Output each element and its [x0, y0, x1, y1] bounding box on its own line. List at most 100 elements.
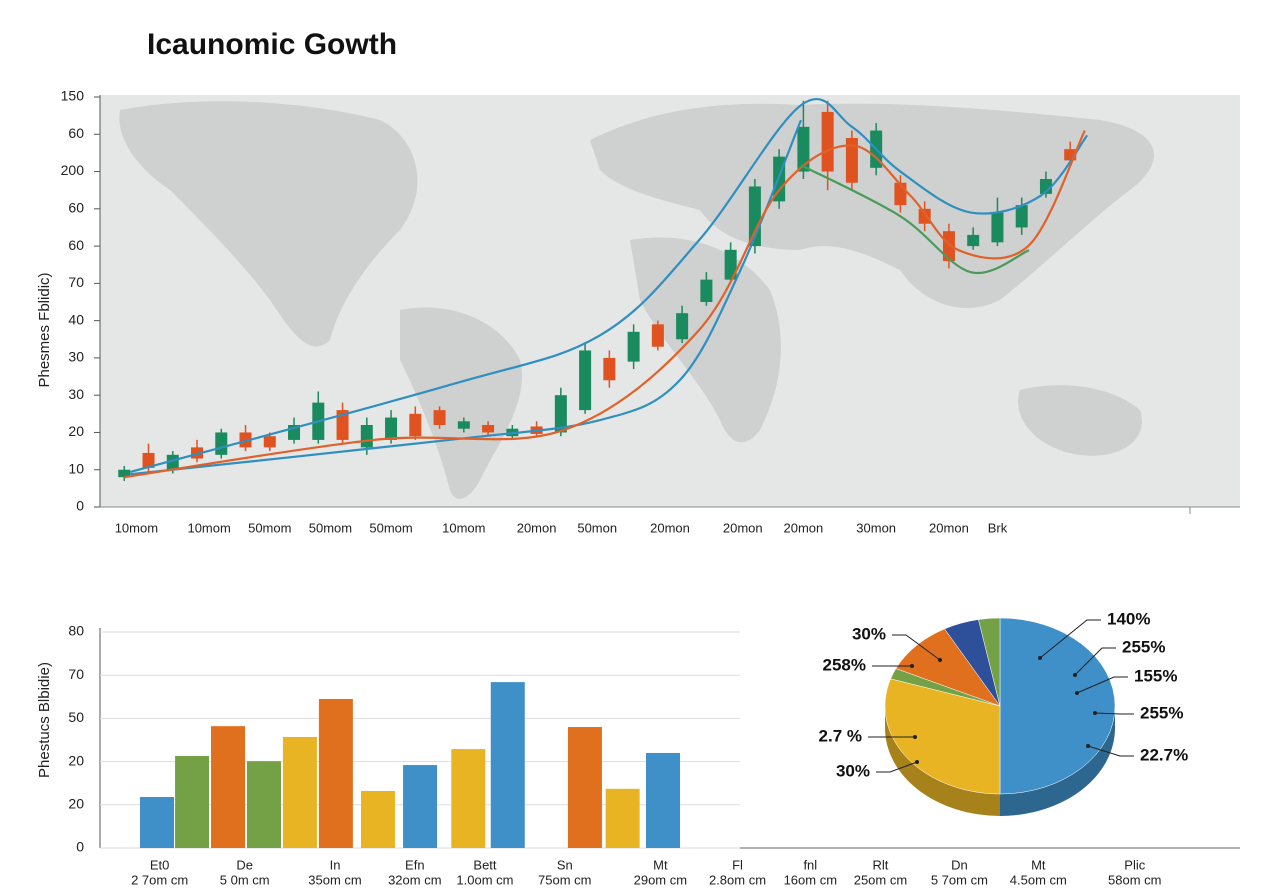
x-tick-label: Et0: [150, 857, 170, 872]
x-tick-label: De: [236, 857, 253, 872]
x-tick-label: Bett: [473, 857, 497, 872]
x-tick-sublabel: 29om cm: [634, 872, 687, 887]
x-tick-label: Brk: [988, 520, 1008, 535]
candle-body: [118, 469, 131, 478]
callout-dot: [913, 735, 917, 739]
bar: [490, 682, 525, 848]
pie-slice: [978, 617, 1001, 707]
y-tick-label: 0: [76, 498, 84, 514]
callout-dot: [915, 760, 919, 764]
callout-label: 30%: [836, 761, 870, 780]
x-tick-label: 50mon: [577, 520, 617, 535]
y-tick-label: 60: [68, 237, 84, 253]
x-tick-sublabel: 2.8om cm: [709, 872, 766, 887]
y-tick-label: 80: [68, 623, 84, 639]
x-tick-sublabel: 25om cm: [854, 872, 907, 887]
candle-body: [385, 417, 398, 440]
x-tick-sublabel: 32om cm: [388, 872, 441, 887]
x-tick-label: 20mon: [723, 520, 763, 535]
candle-body: [409, 413, 422, 437]
callout-dot: [938, 658, 942, 662]
y-tick-label: 30: [68, 349, 84, 365]
y-axis-label: Phesmes Fblidic): [36, 272, 53, 387]
candle-body: [797, 126, 810, 172]
chart-title: Icaunomic Gowth: [147, 28, 397, 61]
trend-line: [130, 98, 1089, 474]
x-tick-sublabel: 35om cm: [308, 872, 361, 887]
trend-line: [800, 164, 1030, 275]
callout-leader: [892, 634, 941, 661]
candle-body: [821, 111, 834, 172]
callout-leader: [1087, 745, 1134, 757]
y-tick-label: 0: [76, 839, 84, 855]
bar: [567, 727, 602, 848]
x-tick-label: 20mon: [929, 520, 969, 535]
pie-slice: [895, 628, 1001, 707]
x-tick-label: Mt: [653, 857, 668, 872]
callout-label: 258%: [823, 655, 866, 674]
bar: [140, 797, 174, 848]
callout-label: 155%: [1134, 666, 1177, 685]
callout-label: 255%: [1140, 703, 1183, 722]
candle-body: [651, 324, 664, 347]
y-tick-label: 50: [68, 709, 84, 725]
candle-body: [142, 452, 155, 468]
callout-dot: [1073, 673, 1077, 677]
candle-body: [263, 436, 276, 448]
x-tick-sublabel: 1.0om cm: [456, 872, 513, 887]
x-tick-sublabel: 58om cm: [1108, 872, 1161, 887]
y-tick-label: 70: [68, 274, 84, 290]
bar: [645, 752, 680, 848]
x-tick-label: 20mon: [784, 520, 824, 535]
x-tick-label: 20mon: [650, 520, 690, 535]
x-tick-label: 30mon: [856, 520, 896, 535]
candle-body: [215, 432, 228, 455]
callout-leader: [1039, 619, 1101, 659]
callout-label: 255%: [1122, 637, 1165, 656]
x-tick-sublabel: 2 7om cm: [131, 872, 188, 887]
callout-label: 22.7%: [1140, 745, 1188, 764]
y-tick-label: 20: [68, 752, 84, 768]
y-tick-label: 20: [68, 796, 84, 812]
bar: [211, 726, 246, 848]
callout-label: 140%: [1107, 609, 1150, 628]
callout-dot: [1093, 711, 1097, 715]
y-tick-label: 200: [61, 162, 85, 178]
x-tick-label: In: [330, 857, 341, 872]
pie-side: [885, 706, 1000, 816]
candle-body: [166, 454, 179, 470]
x-tick-sublabel: 4.5om cm: [1010, 872, 1067, 887]
candle-body: [336, 410, 349, 440]
y-tick-label: 60: [68, 125, 84, 141]
callout-leader: [1094, 712, 1134, 715]
x-tick-label: 20mon: [517, 520, 557, 535]
y-tick-label: 150: [61, 88, 85, 104]
callout-leader: [876, 761, 918, 773]
candle-body: [554, 395, 567, 433]
callout-dot: [910, 664, 914, 668]
bar: [451, 749, 486, 848]
x-tick-label: 50mom: [309, 520, 352, 535]
y-tick-label: 60: [68, 200, 84, 216]
x-tick-sublabel: 5 0m cm: [220, 872, 270, 887]
candle-body: [603, 357, 616, 381]
bar: [175, 755, 210, 848]
bar: [246, 761, 281, 848]
candle-body: [360, 425, 373, 448]
candle-body: [724, 249, 737, 280]
x-tick-label: Dn: [951, 857, 968, 872]
y-tick-label: 40: [68, 311, 84, 327]
x-tick-label: 10mom: [115, 520, 158, 535]
candle-body: [1015, 205, 1028, 228]
x-tick-label: Rlt: [873, 857, 889, 872]
callout-label: 2.7 %: [819, 726, 862, 745]
x-tick-label: Fl: [732, 857, 743, 872]
candle-body: [845, 138, 858, 183]
x-tick-sublabel: 75om cm: [538, 872, 591, 887]
y-tick-label: 70: [68, 666, 84, 682]
x-tick-label: Efn: [405, 857, 425, 872]
trend-line: [124, 130, 1086, 479]
bar: [318, 698, 353, 848]
x-tick-label: 10mom: [187, 520, 230, 535]
